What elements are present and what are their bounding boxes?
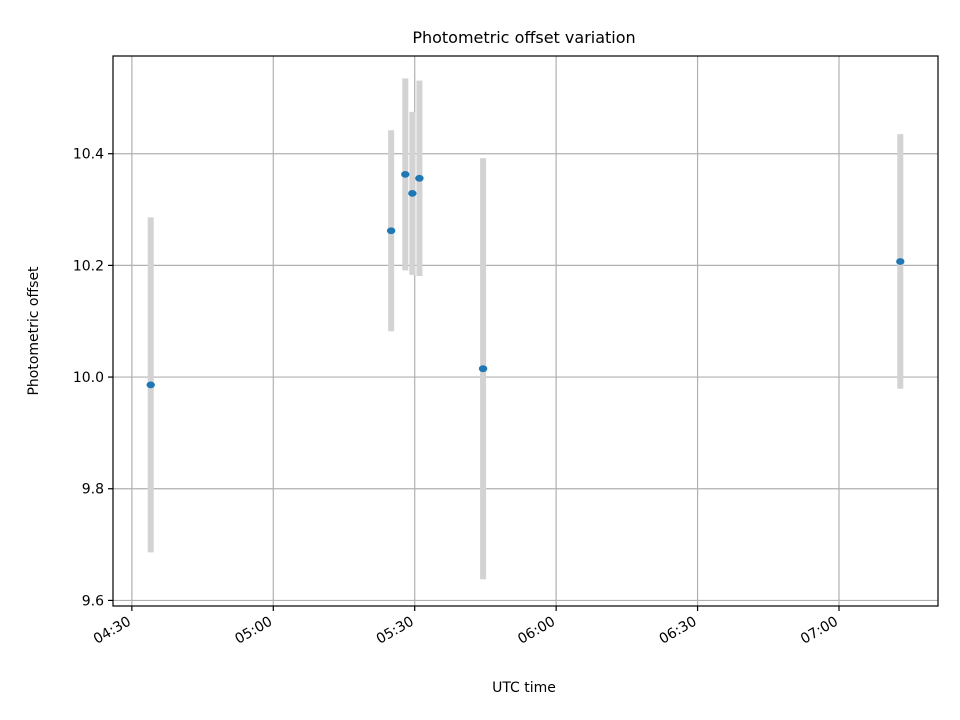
data-points	[146, 170, 905, 389]
data-point	[146, 381, 155, 389]
axes-frame	[112, 55, 939, 607]
y-tick-label: 9.6	[82, 593, 104, 609]
data-point	[415, 174, 424, 182]
data-point	[401, 170, 410, 178]
y-tick-label: 10.2	[73, 258, 104, 274]
y-axis-label: Photometric offset	[26, 266, 42, 396]
data-point	[408, 189, 417, 197]
y-tick-label: 10.4	[73, 147, 104, 163]
data-point	[386, 227, 396, 235]
x-axis-label: UTC time	[492, 680, 556, 696]
y-ticks: 9.6 9.8 10.0 10.2 10.4	[73, 147, 113, 609]
data-point	[896, 258, 905, 265]
data-point	[478, 365, 488, 373]
y-tick-label: 10.0	[73, 370, 104, 386]
y-tick-label: 9.8	[82, 482, 104, 498]
chart-title: Photometric offset variation	[412, 28, 635, 47]
